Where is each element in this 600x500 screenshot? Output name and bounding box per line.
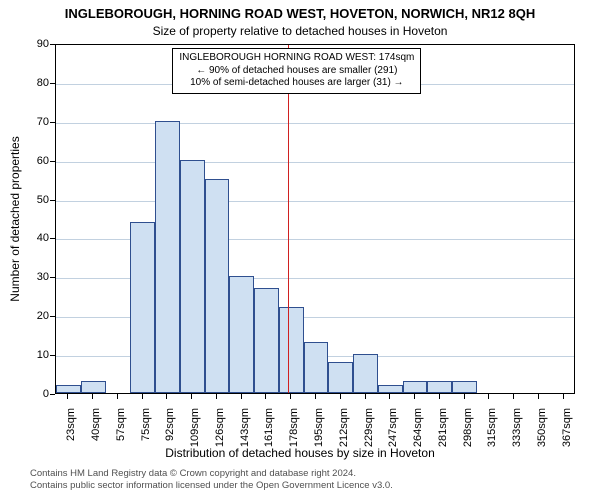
y-tick-mark	[50, 394, 55, 395]
x-tick-mark	[117, 394, 118, 399]
x-tick-label: 264sqm	[412, 408, 424, 447]
x-tick-label: 315sqm	[486, 408, 498, 447]
x-tick-label: 229sqm	[363, 408, 375, 447]
x-tick-label: 247sqm	[387, 408, 399, 447]
histogram-bar	[403, 381, 428, 393]
x-tick-label: 212sqm	[338, 408, 350, 447]
x-tick-label: 57sqm	[115, 408, 127, 441]
x-axis-title: Distribution of detached houses by size …	[0, 446, 600, 460]
y-tick-mark	[50, 238, 55, 239]
x-tick-label: 143sqm	[239, 408, 251, 447]
y-tick-label: 20	[27, 310, 49, 322]
x-tick-mark	[166, 394, 167, 399]
histogram-bar	[279, 307, 304, 393]
x-tick-label: 92sqm	[164, 408, 176, 441]
x-tick-label: 109sqm	[189, 408, 201, 447]
y-tick-label: 70	[27, 116, 49, 128]
footer-line-1: Contains HM Land Registry data © Crown c…	[30, 468, 356, 479]
y-axis-title: Number of detached properties	[8, 136, 22, 301]
histogram-bar	[353, 354, 378, 393]
chart-title-primary: INGLEBOROUGH, HORNING ROAD WEST, HOVETON…	[0, 6, 600, 21]
y-tick-label: 80	[27, 77, 49, 89]
x-tick-mark	[365, 394, 366, 399]
x-tick-mark	[538, 394, 539, 399]
histogram-bar	[452, 381, 477, 393]
x-tick-label: 281sqm	[437, 408, 449, 447]
x-tick-mark	[340, 394, 341, 399]
y-tick-mark	[50, 161, 55, 162]
histogram-bar	[155, 121, 180, 393]
histogram-bar	[378, 385, 403, 393]
x-tick-mark	[191, 394, 192, 399]
x-tick-mark	[315, 394, 316, 399]
y-tick-label: 50	[27, 194, 49, 206]
plot-area	[55, 44, 575, 394]
annotation-line: 10% of semi-detached houses are larger (…	[179, 77, 414, 90]
reference-line	[288, 45, 289, 393]
histogram-bar	[130, 222, 155, 393]
histogram-bar	[304, 342, 329, 393]
x-tick-label: 75sqm	[140, 408, 152, 441]
grid-line	[56, 162, 574, 163]
x-tick-mark	[513, 394, 514, 399]
x-tick-mark	[142, 394, 143, 399]
x-tick-mark	[439, 394, 440, 399]
y-tick-mark	[50, 44, 55, 45]
footer-line-2: Contains public sector information licen…	[30, 480, 393, 491]
histogram-bar	[427, 381, 452, 393]
x-tick-mark	[241, 394, 242, 399]
x-tick-label: 126sqm	[214, 408, 226, 447]
x-tick-label: 333sqm	[511, 408, 523, 447]
annotation-line: INGLEBOROUGH HORNING ROAD WEST: 174sqm	[179, 52, 414, 65]
x-tick-mark	[290, 394, 291, 399]
histogram-bar	[328, 362, 353, 393]
x-tick-mark	[216, 394, 217, 399]
annotation-line: ← 90% of detached houses are smaller (29…	[179, 65, 414, 78]
x-tick-mark	[265, 394, 266, 399]
x-tick-label: 195sqm	[313, 408, 325, 447]
chart-container: INGLEBOROUGH, HORNING ROAD WEST, HOVETON…	[0, 0, 600, 500]
x-tick-label: 298sqm	[462, 408, 474, 447]
x-tick-mark	[488, 394, 489, 399]
x-tick-mark	[389, 394, 390, 399]
annotation-box: INGLEBOROUGH HORNING ROAD WEST: 174sqm← …	[172, 48, 421, 94]
x-tick-mark	[464, 394, 465, 399]
histogram-bar	[205, 179, 230, 393]
x-tick-label: 23sqm	[65, 408, 77, 441]
y-tick-label: 30	[27, 271, 49, 283]
x-tick-label: 161sqm	[263, 408, 275, 447]
x-tick-mark	[67, 394, 68, 399]
y-tick-mark	[50, 83, 55, 84]
x-tick-mark	[92, 394, 93, 399]
histogram-bar	[180, 160, 205, 393]
x-tick-label: 350sqm	[536, 408, 548, 447]
grid-line	[56, 201, 574, 202]
x-tick-label: 40sqm	[90, 408, 102, 441]
y-tick-label: 90	[27, 38, 49, 50]
histogram-bar	[254, 288, 279, 393]
y-tick-mark	[50, 277, 55, 278]
histogram-bar	[56, 385, 81, 393]
x-tick-label: 178sqm	[288, 408, 300, 447]
y-tick-label: 0	[27, 388, 49, 400]
y-tick-label: 40	[27, 232, 49, 244]
histogram-bar	[81, 381, 106, 393]
y-tick-mark	[50, 122, 55, 123]
y-tick-label: 10	[27, 349, 49, 361]
y-tick-mark	[50, 316, 55, 317]
x-tick-mark	[414, 394, 415, 399]
histogram-bar	[229, 276, 254, 393]
chart-title-secondary: Size of property relative to detached ho…	[0, 24, 600, 38]
x-tick-label: 367sqm	[561, 408, 573, 447]
y-tick-mark	[50, 200, 55, 201]
grid-line	[56, 123, 574, 124]
x-tick-mark	[563, 394, 564, 399]
y-tick-mark	[50, 355, 55, 356]
y-tick-label: 60	[27, 155, 49, 167]
